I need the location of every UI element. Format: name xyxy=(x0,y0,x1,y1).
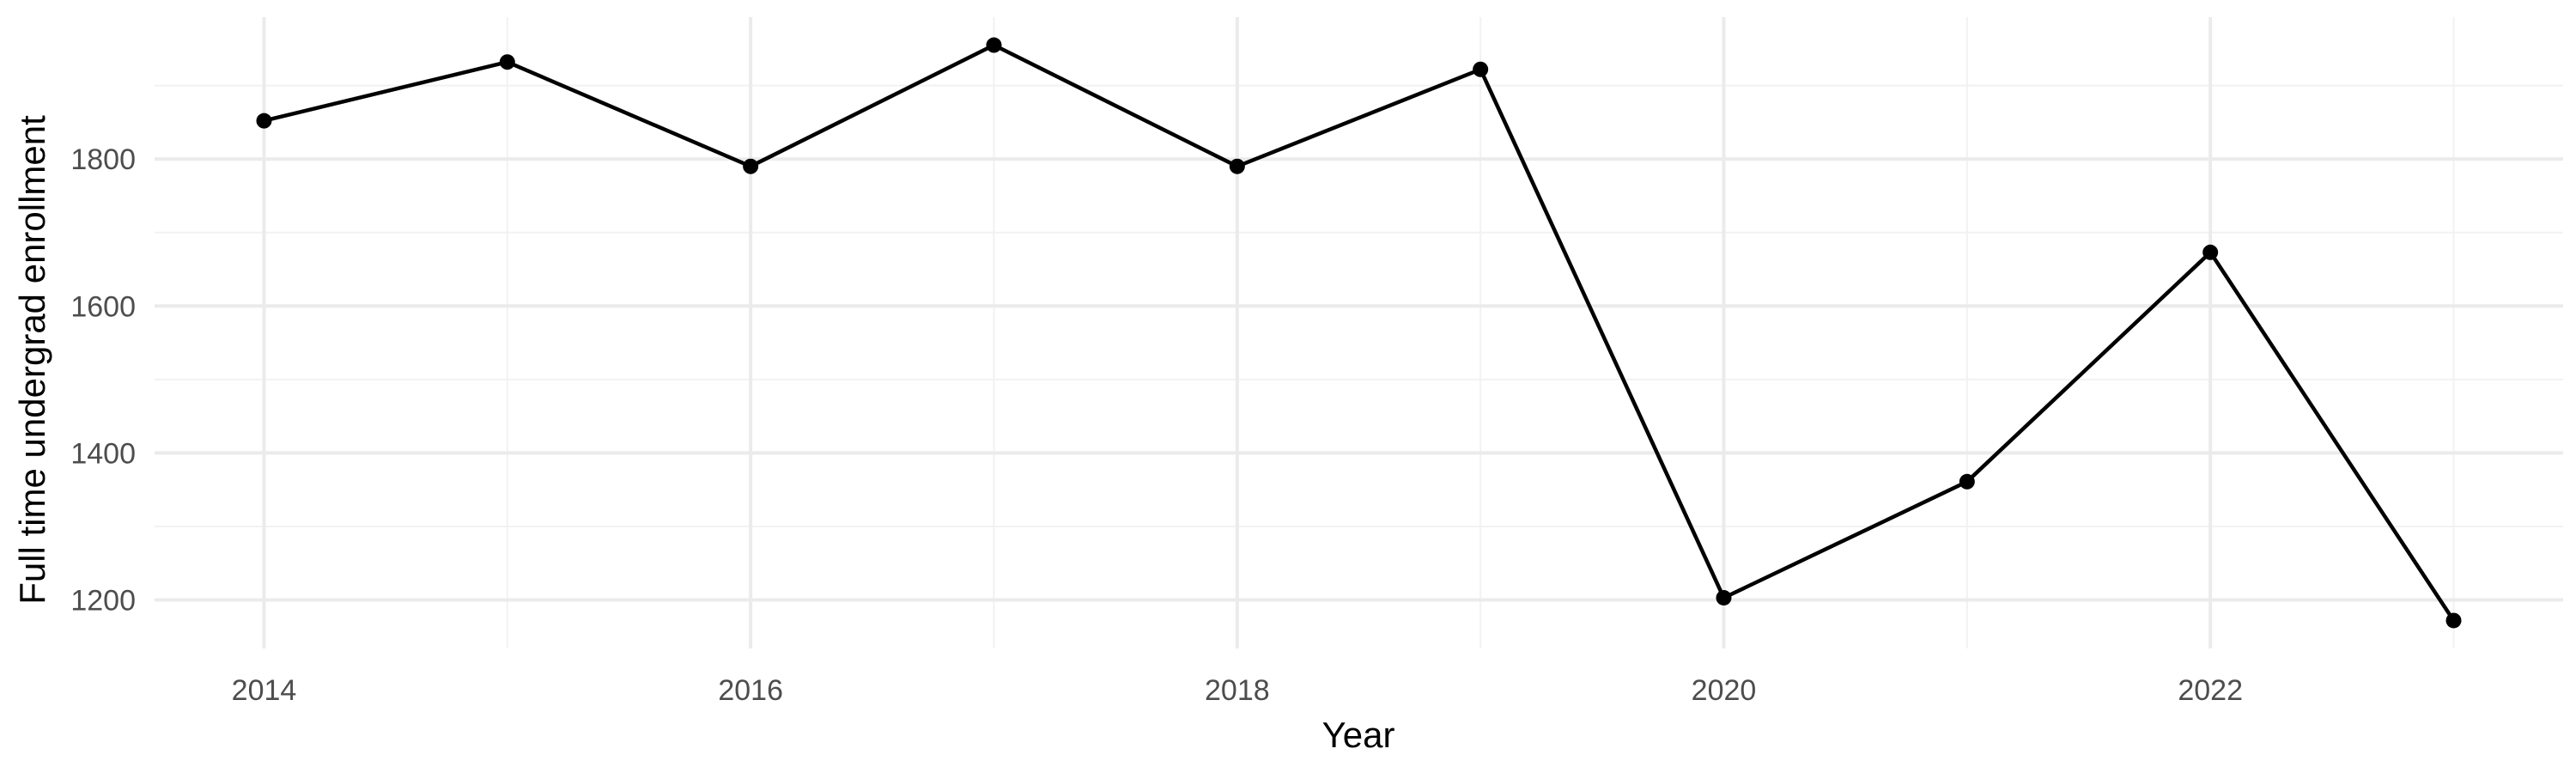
tick-labels: 2014 2016 2018 2020 2022 1200 1400 1600 1800 xyxy=(70,143,2243,707)
data-point xyxy=(1473,61,1489,77)
data-point xyxy=(499,54,515,70)
series-line xyxy=(263,43,2456,622)
y-tick-label: 1400 xyxy=(70,437,136,470)
data-point xyxy=(1229,158,1245,174)
data-point xyxy=(986,37,1002,53)
series-layer xyxy=(256,37,2462,629)
y-tick-label: 1200 xyxy=(70,585,136,618)
grid-lines xyxy=(155,17,2563,648)
data-point xyxy=(2445,612,2462,629)
data-point xyxy=(2202,244,2219,260)
x-tick-label: 2018 xyxy=(1205,674,1270,707)
y-tick-label: 1600 xyxy=(70,290,136,323)
data-point xyxy=(1959,473,1975,490)
data-point xyxy=(256,113,272,129)
data-point xyxy=(1716,589,1732,606)
x-tick-label: 2014 xyxy=(232,674,297,707)
y-axis-title: Full time undergrad enrollment xyxy=(12,115,52,605)
x-tick-label: 2016 xyxy=(718,674,783,707)
y-tick-label: 1800 xyxy=(70,143,136,176)
x-tick-label: 2022 xyxy=(2178,674,2243,707)
x-tick-label: 2020 xyxy=(1692,674,1757,707)
data-point xyxy=(743,158,759,174)
x-axis-title: Year xyxy=(1322,715,1395,755)
